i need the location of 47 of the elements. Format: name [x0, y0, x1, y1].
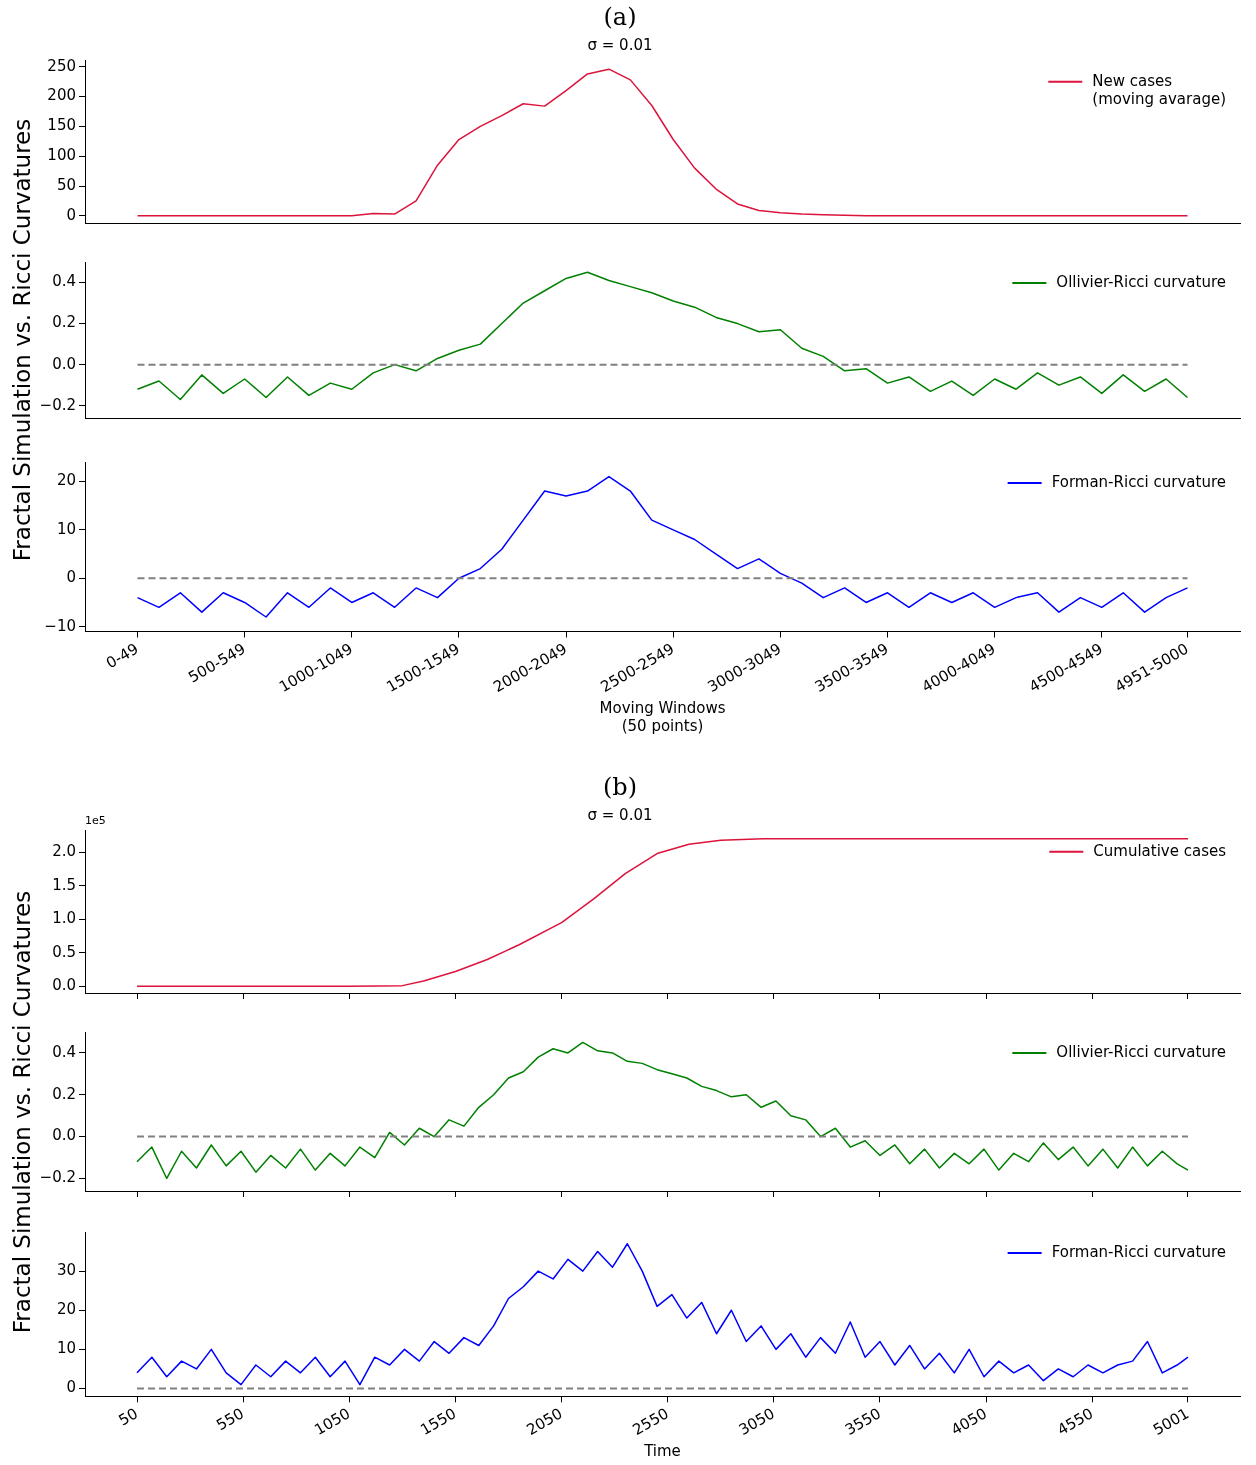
- y-tick-label: 1.0: [52, 909, 76, 928]
- y-tick-label: 0.5: [52, 942, 76, 961]
- y-tick-label: 150: [47, 116, 76, 135]
- y-tick-label: 0.0: [52, 1126, 76, 1145]
- legend-label: Ollivier-Ricci curvature: [1056, 1042, 1227, 1061]
- legend-label: Ollivier-Ricci curvature: [1056, 272, 1227, 291]
- y-tick-label: 0.4: [52, 1042, 76, 1061]
- y-tick-label: 20: [56, 1300, 76, 1319]
- y-axis-title: Fractal Simulation vs. Ricci Curvatures: [9, 118, 35, 562]
- chart-subtitle: σ = 0.01: [587, 35, 653, 54]
- y-axis-title: Fractal Simulation vs. Ricci Curvatures: [9, 890, 35, 1333]
- legend-label: New cases (moving avarage): [1092, 71, 1227, 108]
- text: 1e5: [85, 814, 106, 828]
- x-tick-label: 50: [115, 1404, 141, 1430]
- legend-label: Cumulative cases: [1093, 841, 1227, 860]
- y-tick-label: −10: [44, 616, 76, 635]
- chart-title: (a): [603, 2, 637, 31]
- y-tick-label: −0.2: [39, 395, 76, 414]
- y-tick-label: 10: [56, 1339, 76, 1358]
- y-tick-label: 10: [56, 519, 76, 538]
- y-tick-label: 0: [66, 205, 76, 224]
- legend-label: Forman-Ricci curvature: [1051, 472, 1227, 491]
- y-tick-label: 0.0: [52, 976, 76, 995]
- y-tick-label: 0.2: [52, 1084, 76, 1103]
- y-tick-label: 50: [56, 175, 76, 194]
- y-tick-label: 250: [47, 56, 76, 75]
- y-tick-label: 200: [47, 86, 76, 105]
- y-tick-label: 0: [66, 1378, 76, 1397]
- x-tick-label: 0-49: [102, 639, 142, 673]
- y-tick-label: 0.2: [52, 313, 76, 332]
- legend-label: Forman-Ricci curvature: [1051, 1242, 1227, 1261]
- y-tick-label: 2.0: [52, 842, 76, 861]
- x-tick-label: 4550: [1054, 1404, 1097, 1440]
- y-tick-label: 0: [66, 568, 76, 587]
- x-tick-label: 4050: [948, 1404, 991, 1440]
- chart-subtitle: σ = 0.01: [587, 805, 653, 824]
- x-axis-title: Time: [643, 1441, 681, 1460]
- y-tick-label: 1.5: [52, 875, 76, 894]
- y-tick-label: 0.4: [52, 272, 76, 291]
- x-tick-label: 550: [213, 1404, 248, 1435]
- y-tick-label: 20: [56, 471, 76, 490]
- x-axis-title: Moving Windows (50 points): [599, 698, 726, 735]
- y-tick-label: 0.0: [52, 354, 76, 373]
- y-tick-label: −0.2: [39, 1168, 76, 1187]
- chart-title: (b): [602, 772, 638, 801]
- y-tick-label: 30: [56, 1261, 76, 1280]
- y-tick-label: 100: [47, 146, 76, 165]
